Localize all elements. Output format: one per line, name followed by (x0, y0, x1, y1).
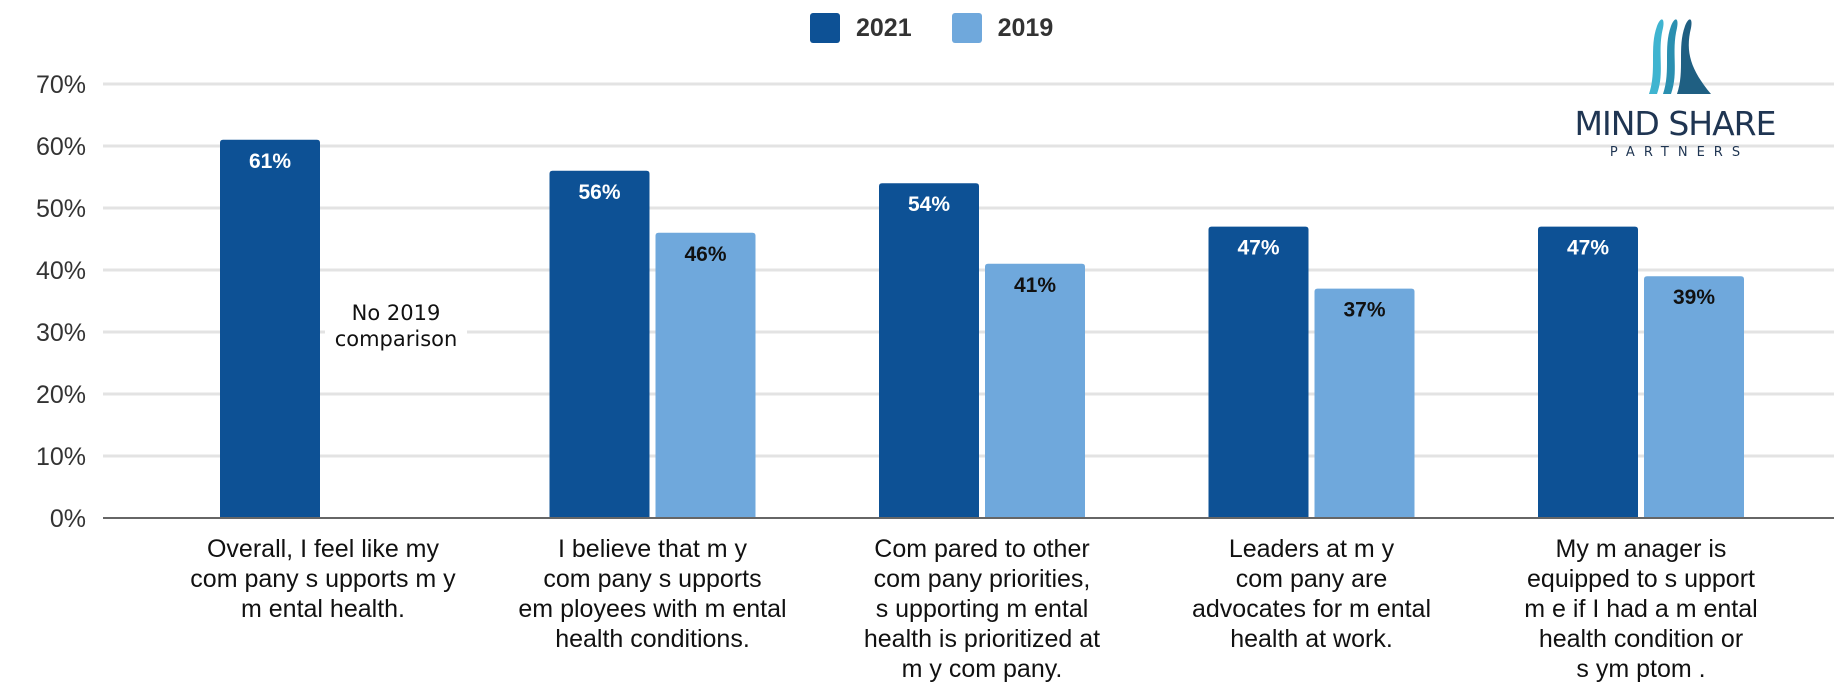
x-category-label-line: My m anager is (1556, 535, 1727, 563)
no-comparison-note: No 2019 comparison (325, 300, 467, 352)
x-category-label-line: m y com pany. (902, 655, 1063, 683)
legend-swatch-2019 (951, 13, 982, 43)
data-label-2021: 47% (1567, 237, 1609, 260)
legend-swatch-2021 (810, 13, 840, 43)
x-category-label: Leaders at m y com pany are advocates for … (1192, 535, 1431, 653)
data-label-2021: 54% (908, 193, 950, 216)
y-tick-label: 70% (36, 71, 86, 99)
x-category-label-line: com pany s upports m y (190, 565, 456, 593)
y-tick-label: 50% (36, 195, 86, 223)
x-category-label: Com pared to other com pany priorities, s … (864, 535, 1100, 683)
bar-2019 (655, 232, 756, 519)
data-label-2021: 61% (249, 150, 291, 173)
bar-2019 (1644, 276, 1744, 518)
data-label-2021: 47% (1237, 237, 1279, 260)
data-label-2019: 46% (684, 243, 726, 266)
x-category-label-line: health at work. (1230, 625, 1393, 653)
x-category-label-line: equipped to s upport (1527, 565, 1755, 593)
x-category-label-line: health is prioritized at (864, 625, 1100, 653)
legend-item-2019: 2019 (951, 13, 1054, 43)
y-tick-label: 0% (50, 505, 86, 533)
x-category-label: My m anager is equipped to s upport m e if… (1524, 535, 1757, 683)
x-category-label-line: em ployees with m ental (518, 595, 786, 623)
y-tick-label: 30% (36, 319, 86, 347)
data-label-2019: 37% (1343, 299, 1385, 322)
legend-item-2021: 2021 (810, 13, 912, 43)
x-category-label-line: com pany priorities, (874, 565, 1091, 593)
y-tick-label: 60% (36, 133, 86, 161)
x-category-label-line: advocates for m ental (1192, 595, 1431, 623)
data-label-2021: 56% (578, 181, 620, 204)
no-comparison-line-2: comparison (334, 327, 458, 351)
x-category-label-line: s ym ptom . (1576, 655, 1705, 683)
wave-logo-icon (1649, 19, 1711, 95)
x-category-label-line: com pany are (1236, 565, 1387, 593)
x-category-label-line: m e if I had a m ental (1524, 595, 1757, 623)
x-category-label-line: com pany s upports (543, 565, 761, 593)
logo-text-main: MIND SHARE (1574, 104, 1777, 143)
legend: 2021 2019 (810, 10, 1093, 46)
bar-2021 (549, 170, 650, 519)
no-comparison-line-1: No 2019 (351, 301, 441, 325)
bar-2021 (1208, 226, 1309, 518)
legend-label-2019: 2019 (997, 13, 1054, 42)
y-tick-label: 40% (36, 257, 86, 285)
x-category-label-line: Leaders at m y (1229, 535, 1395, 563)
bar-2021 (1538, 226, 1638, 518)
x-category-label-line: health condition or (1539, 625, 1743, 653)
y-tick-label: 20% (36, 381, 86, 409)
legend-label-2021: 2021 (856, 13, 912, 42)
bar-2021 (879, 183, 979, 518)
logo-text-sub: PARTNERS (1609, 145, 1750, 160)
x-category-label-line: Com pared to other (874, 535, 1089, 563)
x-category-label-line: health conditions. (555, 625, 750, 653)
bar-2021 (220, 139, 320, 519)
data-label-2019: 41% (1014, 274, 1056, 297)
y-tick-label: 10% (36, 443, 86, 471)
x-category-label-line: Overall, I feel like my (207, 535, 440, 563)
x-category-label-line: s upporting m ental (876, 595, 1089, 623)
data-label-2019: 39% (1673, 286, 1715, 309)
bar-2019 (1314, 288, 1415, 518)
x-category-label: Overall, I feel like my com pany s upport… (190, 535, 456, 623)
bar-2019 (985, 263, 1085, 518)
mind-share-partners-logo: MIND SHARE PARTNERS (1565, 12, 1785, 164)
x-category-label-line: m ental health. (241, 595, 405, 623)
x-category-label: I believe that m y com pany s upports em p… (518, 535, 786, 653)
x-category-label-line: I believe that m y (558, 535, 747, 563)
